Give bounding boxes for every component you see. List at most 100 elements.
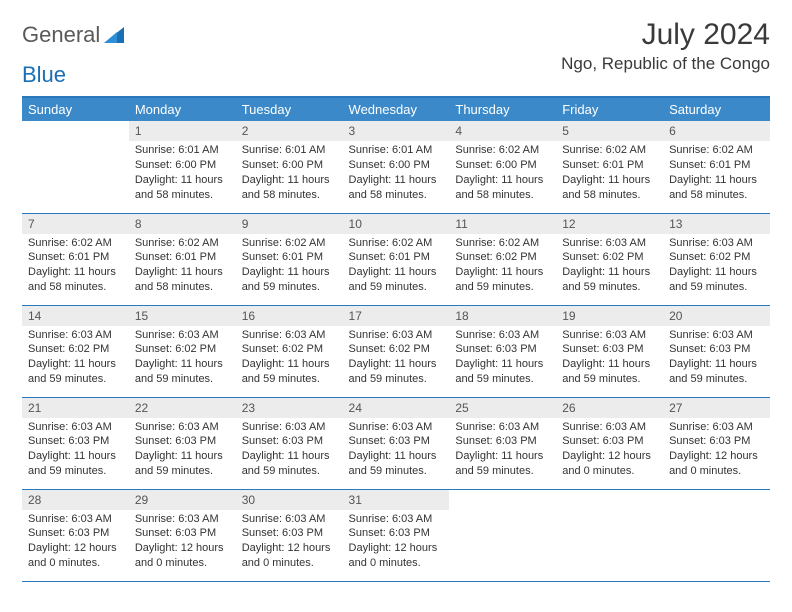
day-number: 16 (236, 306, 343, 326)
daylight1: Daylight: 11 hours (669, 173, 764, 188)
day-cell: 7Sunrise: 6:02 AMSunset: 6:01 PMDaylight… (22, 213, 129, 305)
day-number: 10 (343, 214, 450, 234)
dow-wednesday: Wednesday (343, 97, 450, 121)
daylight2: and 59 minutes. (669, 372, 764, 387)
daylight1: Daylight: 11 hours (562, 173, 657, 188)
sunrise: Sunrise: 6:03 AM (562, 328, 657, 343)
day-info: Sunrise: 6:03 AMSunset: 6:03 PMDaylight:… (343, 510, 450, 575)
daylight1: Daylight: 12 hours (669, 449, 764, 464)
day-number (22, 121, 129, 141)
daylight1: Daylight: 11 hours (562, 357, 657, 372)
day-number: 13 (663, 214, 770, 234)
day-cell: 9Sunrise: 6:02 AMSunset: 6:01 PMDaylight… (236, 213, 343, 305)
month-title: July 2024 (561, 18, 770, 52)
daylight1: Daylight: 11 hours (135, 357, 230, 372)
day-number: 21 (22, 398, 129, 418)
day-cell: 26Sunrise: 6:03 AMSunset: 6:03 PMDayligh… (556, 397, 663, 489)
day-info: Sunrise: 6:02 AMSunset: 6:01 PMDaylight:… (129, 234, 236, 299)
dow-sunday: Sunday (22, 97, 129, 121)
day-number (449, 490, 556, 510)
sunrise: Sunrise: 6:03 AM (349, 328, 444, 343)
day-number (556, 490, 663, 510)
sunrise: Sunrise: 6:03 AM (669, 236, 764, 251)
day-cell: 16Sunrise: 6:03 AMSunset: 6:02 PMDayligh… (236, 305, 343, 397)
dow-thursday: Thursday (449, 97, 556, 121)
day-info: Sunrise: 6:03 AMSunset: 6:02 PMDaylight:… (556, 234, 663, 299)
sunset: Sunset: 6:03 PM (669, 434, 764, 449)
sunset: Sunset: 6:03 PM (135, 434, 230, 449)
day-info: Sunrise: 6:03 AMSunset: 6:02 PMDaylight:… (129, 326, 236, 391)
sunset: Sunset: 6:03 PM (28, 526, 123, 541)
daylight1: Daylight: 11 hours (135, 173, 230, 188)
daylight1: Daylight: 11 hours (28, 265, 123, 280)
daylight2: and 0 minutes. (669, 464, 764, 479)
daylight1: Daylight: 11 hours (135, 449, 230, 464)
day-number (663, 490, 770, 510)
day-info: Sunrise: 6:02 AMSunset: 6:02 PMDaylight:… (449, 234, 556, 299)
daylight2: and 58 minutes. (562, 188, 657, 203)
sunset: Sunset: 6:03 PM (242, 434, 337, 449)
daylight2: and 59 minutes. (349, 372, 444, 387)
sunset: Sunset: 6:00 PM (135, 158, 230, 173)
dow-friday: Friday (556, 97, 663, 121)
daylight1: Daylight: 12 hours (562, 449, 657, 464)
day-cell: 14 Sunrise: 6:03 AMSunset: 6:02 PMDayligh… (22, 305, 129, 397)
day-number: 20 (663, 306, 770, 326)
sunset: Sunset: 6:02 PM (28, 342, 123, 357)
daylight1: Daylight: 11 hours (28, 357, 123, 372)
day-cell: 5Sunrise: 6:02 AMSunset: 6:01 PMDaylight… (556, 121, 663, 213)
daylight1: Daylight: 12 hours (349, 541, 444, 556)
day-number: 14 (22, 306, 129, 326)
day-info: Sunrise: 6:02 AMSunset: 6:01 PMDaylight:… (236, 234, 343, 299)
sunset: Sunset: 6:03 PM (455, 434, 550, 449)
day-number: 30 (236, 490, 343, 510)
day-number: 6 (663, 121, 770, 141)
daylight2: and 59 minutes. (349, 280, 444, 295)
dow-tuesday: Tuesday (236, 97, 343, 121)
day-cell: 25Sunrise: 6:03 AMSunset: 6:03 PMDayligh… (449, 397, 556, 489)
sunrise: Sunrise: 6:03 AM (455, 328, 550, 343)
daylight2: and 58 minutes. (135, 280, 230, 295)
day-number: 1 (129, 121, 236, 141)
sunrise: Sunrise: 6:01 AM (349, 143, 444, 158)
daylight2: and 0 minutes. (135, 556, 230, 571)
sunset: Sunset: 6:03 PM (349, 526, 444, 541)
daylight2: and 59 minutes. (562, 280, 657, 295)
day-number: 27 (663, 398, 770, 418)
day-cell (22, 121, 129, 213)
sunrise: Sunrise: 6:02 AM (28, 236, 123, 251)
day-number: 11 (449, 214, 556, 234)
daylight1: Daylight: 11 hours (455, 449, 550, 464)
day-info: Sunrise: 6:02 AMSunset: 6:00 PMDaylight:… (449, 141, 556, 206)
daylight2: and 59 minutes. (349, 464, 444, 479)
dow-saturday: Saturday (663, 97, 770, 121)
day-cell (663, 489, 770, 581)
day-number: 7 (22, 214, 129, 234)
daylight2: and 59 minutes. (242, 280, 337, 295)
daylight1: Daylight: 11 hours (242, 357, 337, 372)
day-info: Sunrise: 6:01 AMSunset: 6:00 PMDaylight:… (236, 141, 343, 206)
sunset: Sunset: 6:00 PM (455, 158, 550, 173)
daylight2: and 58 minutes. (669, 188, 764, 203)
day-number: 22 (129, 398, 236, 418)
daylight2: and 0 minutes. (28, 556, 123, 571)
sunset: Sunset: 6:02 PM (135, 342, 230, 357)
sunrise: Sunrise: 6:03 AM (28, 512, 123, 527)
sunset: Sunset: 6:01 PM (562, 158, 657, 173)
daylight1: Daylight: 11 hours (28, 449, 123, 464)
day-cell: 3Sunrise: 6:01 AMSunset: 6:00 PMDaylight… (343, 121, 450, 213)
day-info: Sunrise: 6:03 AMSunset: 6:03 PMDaylight:… (22, 510, 129, 575)
day-number: 23 (236, 398, 343, 418)
sunrise: Sunrise: 6:03 AM (28, 328, 123, 343)
day-info: Sunrise: 6:03 AMSunset: 6:02 PMDaylight:… (343, 326, 450, 391)
day-cell: 29Sunrise: 6:03 AMSunset: 6:03 PMDayligh… (129, 489, 236, 581)
day-info: Sunrise: 6:03 AMSunset: 6:03 PMDaylight:… (129, 510, 236, 575)
daylight2: and 59 minutes. (242, 372, 337, 387)
day-number: 3 (343, 121, 450, 141)
daylight1: Daylight: 11 hours (242, 265, 337, 280)
day-cell: 10Sunrise: 6:02 AMSunset: 6:01 PMDayligh… (343, 213, 450, 305)
day-number: 17 (343, 306, 450, 326)
day-cell: 28Sunrise: 6:03 AMSunset: 6:03 PMDayligh… (22, 489, 129, 581)
sunrise: Sunrise: 6:03 AM (242, 328, 337, 343)
day-number: 2 (236, 121, 343, 141)
